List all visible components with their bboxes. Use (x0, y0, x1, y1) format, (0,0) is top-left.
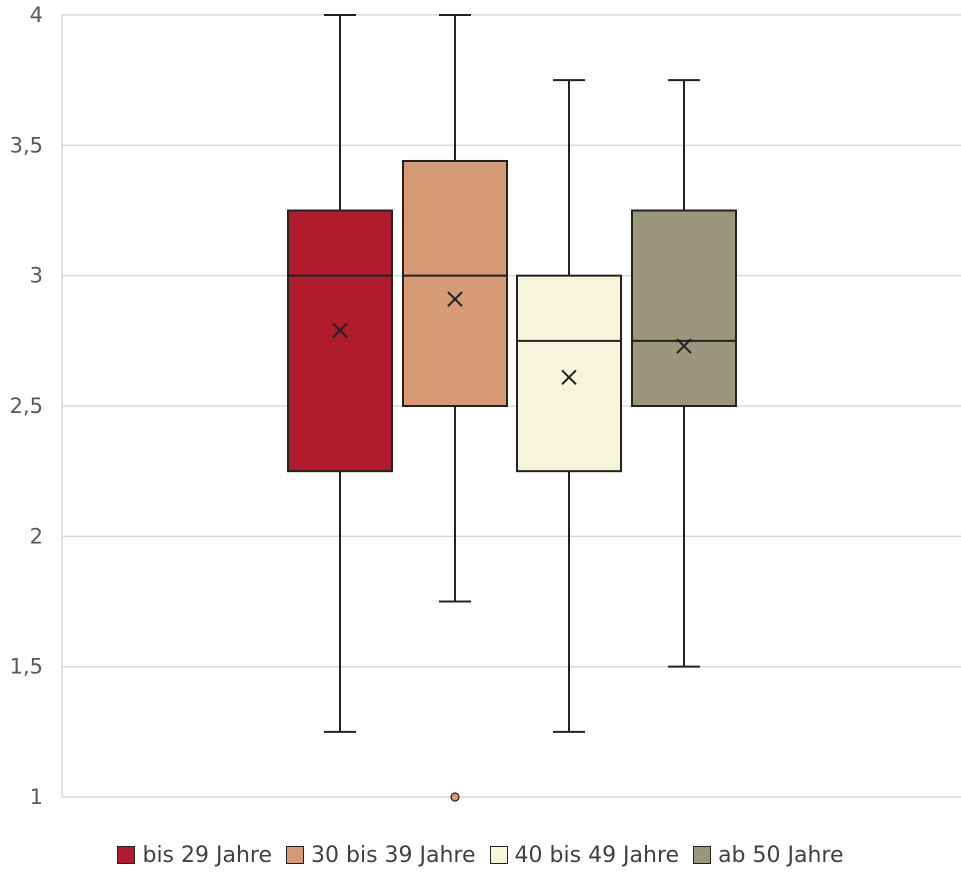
y-tick-label: 2 (30, 524, 43, 548)
box-iqr (402, 159, 508, 407)
y-tick-label: 3,5 (10, 133, 43, 157)
mean-marker (332, 322, 348, 339)
y-tick-label: 4 (30, 3, 43, 27)
y-tick-label: 1,5 (10, 655, 43, 679)
box-iqr (287, 209, 393, 473)
box-iqr (631, 209, 737, 407)
legend-label: 40 bis 49 Jahre (514, 842, 680, 868)
y-axis-tick-labels: 1 1,5 2 2,5 3 3,5 4 (10, 3, 43, 809)
legend-label: 30 bis 39 Jahre (311, 842, 476, 868)
boxes (287, 14, 737, 802)
y-tick-label: 2,5 (10, 394, 43, 418)
legend: bis 29 Jahre 30 bis 39 Jahre 40 bis 49 Jah… (0, 838, 961, 872)
box-1 (287, 14, 393, 733)
mean-marker (447, 291, 463, 307)
mean-marker (561, 369, 577, 386)
legend-label: ab 50 Jahre (718, 842, 844, 868)
box-3 (516, 79, 622, 733)
legend-swatch (117, 846, 136, 864)
gridlines (62, 14, 961, 798)
legend-swatch (693, 846, 712, 864)
legend-label: bis 29 Jahre (142, 842, 273, 868)
y-tick-label: 1 (30, 785, 43, 809)
box-4 (631, 79, 737, 668)
legend-item: bis 29 Jahre (117, 843, 272, 868)
legend-swatch (286, 846, 305, 864)
y-tick-label: 3 (30, 264, 43, 288)
legend-swatch (489, 846, 508, 864)
legend-item: 40 bis 49 Jahre (489, 842, 680, 868)
legend-item: 30 bis 39 Jahre (286, 843, 476, 868)
outlier-point (450, 792, 460, 802)
legend-item: ab 50 Jahre (693, 842, 844, 868)
box-iqr (516, 274, 622, 473)
box-2 (402, 14, 508, 802)
mean-marker (676, 338, 692, 354)
